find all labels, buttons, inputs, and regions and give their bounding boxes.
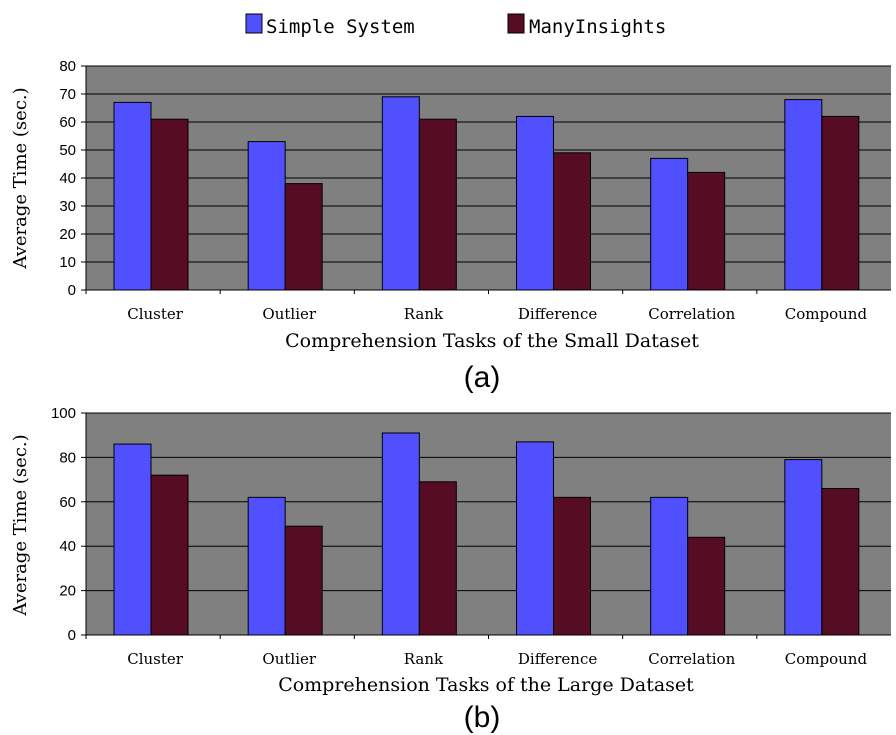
bar-manyinsights-rank: [418, 118, 457, 291]
chart-panel-a: 0 10 20 30 40 50 60 70 80 Cluster Outlier Rank Diffe…: [10, 58, 891, 394]
bar-manyinsights-correlation: [687, 171, 726, 291]
x-tick-label-rank: Rank: [404, 650, 444, 668]
chart-panel-b: 0 20 40 60 80 100 Cluster Outlier Rank Difference…: [10, 405, 891, 734]
y-tick-label: 60: [59, 494, 76, 511]
x-tick-label-compound: Compound: [785, 650, 868, 668]
y-axis-title: Average Time (sec.): [10, 87, 31, 269]
bar-manyinsights-compound: [821, 487, 860, 636]
bar-manyinsights-cluster: [150, 118, 189, 291]
y-axis-title: Average Time (sec.): [10, 434, 31, 616]
x-tick-label-outlier: Outlier: [262, 650, 316, 668]
bar-simple-system-difference: [516, 115, 554, 291]
y-tick-label: 70: [59, 86, 76, 103]
bar-simple-system-difference: [516, 441, 554, 636]
bar-simple-system-cluster: [113, 443, 152, 636]
legend-swatch-manyinsights: [507, 13, 525, 34]
bar-simple-system-cluster: [113, 101, 152, 291]
y-tick-label: 100: [51, 405, 76, 422]
legend-swatch-simple-system: [245, 13, 263, 34]
bar-manyinsights-outlier: [284, 183, 323, 291]
bar-simple-system-outlier: [247, 141, 286, 291]
x-tick-label-outlier: Outlier: [262, 305, 316, 323]
x-axis-title: Comprehension Tasks of the Small Dataset: [285, 330, 699, 352]
bar-simple-system-rank: [381, 432, 420, 636]
bar-manyinsights-correlation: [687, 536, 726, 636]
x-tick-label-correlation: Correlation: [648, 305, 735, 323]
x-tick-label-rank: Rank: [404, 305, 444, 323]
y-tick-label: 40: [59, 538, 76, 555]
panel-label-a: (a): [464, 361, 501, 394]
y-tick-label: 0: [68, 627, 76, 644]
x-tick-label-correlation: Correlation: [648, 650, 735, 668]
bar-manyinsights-rank: [418, 481, 457, 636]
y-tick-label: 60: [59, 114, 76, 131]
y-tick-label: 0: [68, 282, 76, 299]
x-axis-title: Comprehension Tasks of the Large Dataset: [278, 674, 694, 696]
bar-simple-system-correlation: [650, 496, 689, 636]
plot-area: [86, 413, 891, 635]
bar-simple-system-compound: [784, 459, 823, 636]
y-tick-label: 50: [59, 142, 76, 159]
y-tick-label: 40: [59, 170, 76, 187]
y-tick-label: 20: [59, 226, 76, 243]
bar-simple-system-compound: [784, 99, 823, 291]
y-tick-label: 80: [59, 58, 76, 75]
bar-manyinsights-cluster: [150, 474, 189, 636]
legend-label-manyinsights: ManyInsights: [529, 16, 666, 38]
bar-manyinsights-outlier: [284, 525, 323, 636]
y-tick-label: 30: [59, 198, 76, 215]
legend-label-simple-system: Simple System: [266, 16, 415, 38]
y-tick-label: 10: [59, 254, 76, 271]
bar-manyinsights-difference: [553, 496, 591, 636]
bar-simple-system-rank: [381, 96, 420, 291]
panel-label-b: (b): [464, 701, 501, 734]
x-tick-label-difference: Difference: [518, 305, 597, 323]
bar-manyinsights-difference: [553, 152, 591, 291]
y-tick-label: 20: [59, 583, 76, 600]
y-tick-label: 80: [59, 449, 76, 466]
bar-simple-system-correlation: [650, 157, 689, 291]
x-tick-label-cluster: Cluster: [127, 305, 184, 323]
x-tick-label-compound: Compound: [785, 305, 868, 323]
x-tick-label-difference: Difference: [518, 650, 597, 668]
legend: Simple System ManyInsights: [245, 13, 666, 38]
bar-simple-system-outlier: [247, 496, 286, 636]
bar-manyinsights-compound: [821, 115, 860, 291]
x-tick-label-cluster: Cluster: [127, 650, 184, 668]
